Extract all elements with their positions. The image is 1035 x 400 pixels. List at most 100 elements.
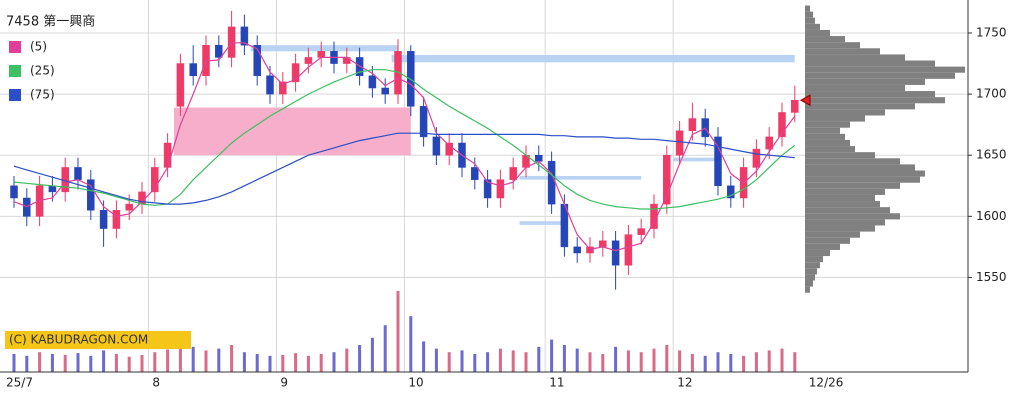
volume-bar — [281, 354, 285, 372]
candle-body — [381, 87, 389, 95]
profile-bar — [805, 176, 920, 183]
volume-bar — [242, 352, 246, 372]
x-tick-label: 12 — [677, 376, 692, 390]
volume-bar — [255, 354, 259, 372]
ma-line — [13, 132, 795, 205]
profile-bar — [805, 194, 875, 202]
candle-body — [112, 209, 121, 229]
profile-bar — [805, 60, 935, 67]
volume-bar — [511, 350, 515, 372]
volume-bar — [153, 352, 157, 372]
volume-bar — [460, 350, 464, 372]
candle-body — [586, 246, 594, 254]
profile-bar — [805, 115, 865, 122]
profile-bar — [805, 170, 925, 177]
legend-label: (25) — [30, 64, 55, 78]
volume-bar — [614, 346, 618, 372]
volume-bar — [588, 352, 592, 372]
candle-body — [266, 75, 274, 95]
candle-body — [432, 136, 441, 156]
volume-bar — [498, 348, 502, 372]
volume-bar — [678, 350, 682, 372]
volume-bar — [63, 354, 67, 372]
candle-body — [125, 203, 133, 211]
volume-bar — [409, 316, 413, 372]
volume-bar — [89, 355, 93, 372]
profile-bar — [805, 188, 885, 195]
candle-body — [10, 185, 18, 199]
x-tick-label: 12/26 — [809, 376, 844, 390]
candle-body — [791, 99, 799, 113]
profile-bar — [805, 164, 915, 171]
candle-body — [688, 118, 697, 132]
volume-bar — [703, 355, 707, 372]
y-tick-label: 1550 — [976, 270, 1007, 284]
profile-bar — [805, 17, 815, 24]
volume-bar — [332, 352, 336, 372]
profile-bar — [805, 91, 935, 98]
candle-body — [215, 44, 223, 58]
profile-bar — [805, 213, 900, 220]
volume-bar — [473, 354, 477, 372]
legend-label: (75) — [30, 88, 55, 102]
candle-body — [304, 57, 313, 64]
volume-bar — [50, 354, 54, 372]
volume-bar — [76, 353, 80, 372]
volume-bar — [729, 354, 733, 372]
volume-bar — [575, 348, 579, 372]
volume-bar — [652, 348, 656, 372]
volume-bar — [447, 352, 451, 372]
candle-body — [87, 179, 95, 211]
profile-bar — [805, 262, 820, 269]
candle-body — [752, 148, 761, 168]
x-tick-label: 10 — [408, 376, 423, 390]
volume-bar — [166, 349, 170, 372]
profile-bar — [805, 121, 850, 128]
volume-bar — [127, 356, 131, 372]
profile-bar — [805, 97, 945, 104]
volume-bar — [793, 352, 797, 372]
price-zone — [250, 45, 398, 52]
candle-body — [624, 234, 633, 266]
y-tick-label: 1600 — [976, 209, 1007, 223]
profile-bar — [805, 54, 905, 61]
volume-bar — [665, 345, 669, 372]
profile-bar — [805, 109, 885, 116]
chart-title: 7458 第一興商 — [6, 15, 95, 30]
volume-bar — [626, 350, 630, 372]
volume-bar — [537, 346, 541, 372]
candle-body — [368, 75, 377, 89]
profile-bar — [805, 243, 840, 250]
legend-swatch — [9, 41, 21, 53]
volume-bar — [639, 352, 643, 372]
volume-bar — [25, 355, 29, 372]
candle-body — [74, 167, 82, 180]
price-zone — [673, 157, 718, 162]
candle-body — [151, 167, 159, 193]
profile-bar — [805, 152, 875, 159]
profile-bar — [805, 225, 875, 232]
volume-bar — [396, 291, 400, 372]
y-tick-label: 1700 — [976, 87, 1007, 101]
volume-bar — [345, 348, 349, 372]
volume-bar — [767, 350, 771, 372]
y-tick-label: 1650 — [976, 148, 1007, 162]
volume-bar — [486, 352, 490, 372]
volume-bar — [742, 355, 746, 372]
volume-bar — [550, 339, 554, 372]
candle-body — [535, 154, 543, 162]
y-tick-label: 1750 — [976, 26, 1007, 40]
volume-bar — [102, 350, 106, 372]
volume-bar — [690, 354, 694, 372]
candle-body — [317, 51, 325, 58]
candle-body — [176, 63, 185, 107]
candle-body — [675, 130, 684, 156]
ma-line — [13, 69, 796, 210]
candle-body — [765, 136, 773, 150]
profile-bar — [805, 207, 890, 214]
candle-body — [419, 106, 428, 138]
volume-bar — [780, 348, 784, 372]
candle-body — [189, 63, 197, 77]
volume-bar — [204, 350, 208, 372]
